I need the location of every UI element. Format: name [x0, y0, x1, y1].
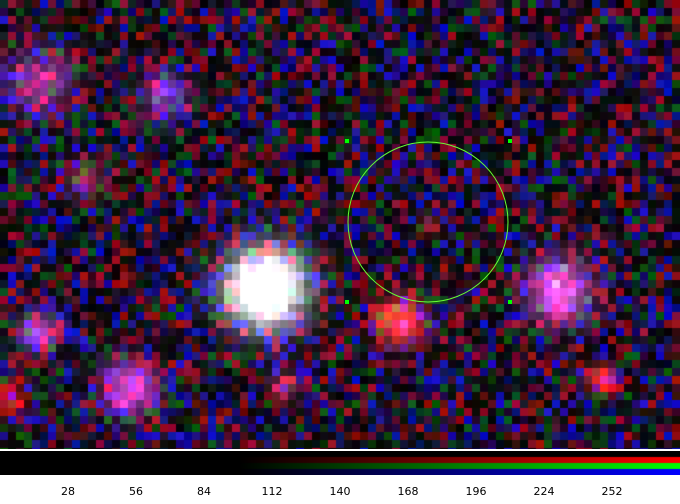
region-marker-top-right[interactable] — [508, 139, 512, 143]
colorbar-tick-label: 84 — [197, 485, 211, 498]
colorbar-tick-label: 56 — [129, 485, 143, 498]
region-circle[interactable] — [347, 141, 509, 303]
region-marker-top-left[interactable] — [345, 139, 349, 143]
region-marker-bottom-left[interactable] — [345, 300, 349, 304]
colorbar-tick-label: 28 — [61, 485, 75, 498]
colorbar-tick-label: 196 — [465, 485, 487, 498]
colorbar-tick-label: 252 — [601, 485, 623, 498]
colorbar — [0, 451, 680, 475]
colorbar-tick-label: 168 — [397, 485, 419, 498]
sky-image — [0, 0, 680, 449]
colorbar-tick-label: 140 — [329, 485, 351, 498]
region-overlay — [345, 139, 512, 304]
colorbar-panel: 28 56 84 112 140 168 196 224 252 — [0, 449, 680, 504]
region-marker-bottom-right[interactable] — [508, 300, 512, 304]
colorbar-tick-label: 224 — [533, 485, 555, 498]
colorbar-tick-label: 112 — [261, 485, 283, 498]
